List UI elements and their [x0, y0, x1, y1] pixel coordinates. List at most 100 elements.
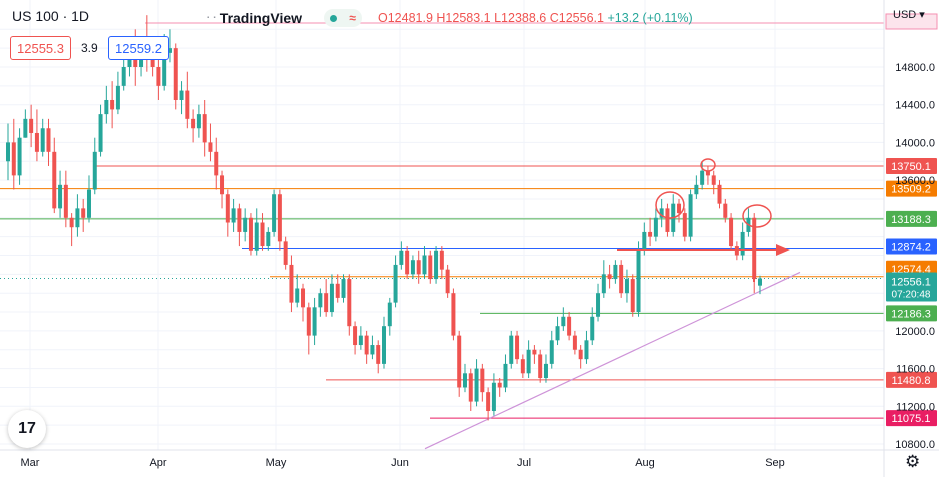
- ohlc-low: L12388.6: [494, 11, 547, 25]
- candle-body: [86, 189, 91, 218]
- candle-body: [567, 316, 572, 336]
- countdown-label: 07:20:48: [892, 289, 931, 300]
- candle-body: [700, 170, 705, 185]
- candle-body: [150, 57, 155, 67]
- market-open-icon: [330, 14, 338, 22]
- candle-body: [480, 368, 485, 393]
- chevron-down-icon: ▾: [919, 9, 925, 21]
- candle-body: [364, 335, 369, 355]
- candle-body: [561, 316, 566, 327]
- candle-body: [353, 326, 358, 346]
- candle-body: [758, 278, 762, 286]
- y-tick-label: 14000.0: [895, 137, 935, 149]
- last-price-label: 12556.1: [891, 276, 931, 288]
- level-tag-label: 12186.3: [891, 308, 931, 320]
- level-tag-label: 12874.2: [891, 242, 931, 254]
- wave-icon: ≈: [349, 11, 356, 25]
- candle-body: [208, 142, 213, 152]
- ohlc-close: C12556.1: [549, 11, 604, 25]
- candle-body: [58, 184, 63, 209]
- candle-body: [202, 114, 207, 143]
- candle-body: [266, 231, 271, 247]
- buy-price-button[interactable]: 12559.2: [108, 36, 169, 60]
- tradingview-logo-icon[interactable]: 17: [8, 410, 46, 448]
- candle-body: [526, 349, 531, 374]
- y-tick-label: 13600.0: [895, 175, 935, 187]
- candle-body: [572, 335, 577, 350]
- candle-body: [399, 250, 404, 265]
- candle-body: [439, 250, 444, 270]
- gear-icon[interactable]: ⚙: [905, 452, 921, 471]
- ohlc-high: H12583.1: [436, 11, 491, 25]
- candle-body: [376, 345, 381, 364]
- candle-body: [220, 175, 225, 195]
- candle-body: [46, 128, 51, 152]
- sell-price-button[interactable]: 12555.3: [10, 36, 71, 60]
- candle-body: [416, 260, 421, 275]
- candle-body: [81, 208, 86, 218]
- level-tag-clipped: [885, 13, 938, 30]
- circle-annotation: [742, 204, 772, 228]
- candle-body: [301, 288, 306, 308]
- horizontal-levels: 13750.113509.213188.312874.212574.412186…: [0, 13, 938, 427]
- candle-body: [474, 368, 479, 402]
- level-tag: [886, 180, 937, 197]
- x-tick-label: Aug: [635, 457, 655, 469]
- candle-body: [231, 208, 236, 223]
- level-tag: [886, 238, 937, 255]
- candle-body: [196, 114, 201, 129]
- candle-body: [705, 170, 710, 176]
- brand-label: TradingView: [219, 9, 303, 26]
- candle-body: [653, 217, 658, 237]
- candle-body: [387, 302, 392, 327]
- candle-body: [451, 293, 456, 336]
- dots-icon: ⋅ ⋅: [206, 9, 217, 25]
- candle-body: [237, 208, 242, 232]
- candle-body: [29, 118, 34, 133]
- candle-body: [156, 67, 161, 86]
- candle-body: [272, 194, 277, 232]
- currency-label: USD: [893, 9, 917, 21]
- candle-body: [491, 382, 496, 412]
- candle-body: [341, 279, 346, 298]
- candle-body: [167, 48, 172, 53]
- candle-body: [75, 208, 80, 228]
- candle-body: [694, 184, 699, 195]
- candle-body: [11, 142, 16, 176]
- trendline-layer: [424, 271, 801, 450]
- candle-body: [110, 99, 115, 110]
- x-tick-label: Apr: [149, 457, 166, 469]
- candle-body: [40, 128, 45, 152]
- last-price-tag: [886, 272, 937, 302]
- tradingview-brand: ⋅ ⋅ TradingView: [206, 9, 302, 26]
- currency-selector[interactable]: USD ▾: [893, 8, 925, 21]
- candle-body: [358, 335, 363, 346]
- candle-body: [6, 142, 10, 162]
- candle-body: [445, 269, 450, 294]
- candle-body: [17, 137, 22, 176]
- candle-body: [468, 373, 473, 402]
- candle-body: [457, 335, 462, 388]
- level-tag-label: 11480.8: [892, 375, 931, 387]
- candle-body: [590, 316, 595, 341]
- level-tag-label: 11075.1: [892, 413, 931, 425]
- market-status-pill[interactable]: ≈: [324, 9, 362, 27]
- candle-body: [248, 217, 253, 251]
- candle-body: [503, 363, 508, 388]
- candle-body: [642, 231, 647, 251]
- y-tick-label: 14400.0: [895, 100, 935, 112]
- candle-body: [717, 184, 722, 204]
- candle-body: [104, 99, 109, 115]
- candle-body: [260, 222, 265, 247]
- candle-body: [578, 349, 583, 360]
- symbol-title[interactable]: US 100 · 1D: [12, 8, 89, 24]
- candle-body: [335, 283, 340, 298]
- candle-body: [34, 132, 39, 152]
- candle-body: [543, 363, 548, 379]
- candle-body: [393, 264, 398, 303]
- candle-body: [306, 307, 311, 336]
- candle-body: [347, 279, 352, 327]
- x-tick-label: Mar: [21, 457, 40, 469]
- circle-annotation: [655, 191, 685, 219]
